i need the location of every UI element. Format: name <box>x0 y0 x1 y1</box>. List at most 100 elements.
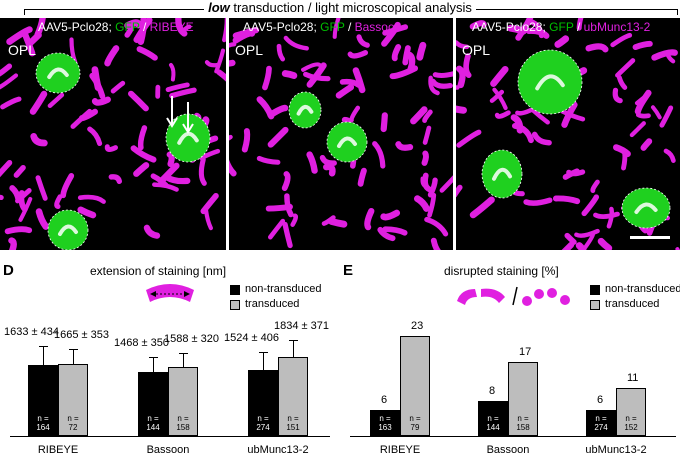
legend-d-transduced-swatch <box>230 300 240 310</box>
ribbon-staining <box>634 202 658 214</box>
category-label: Bassoon <box>146 444 190 456</box>
legend-e-transduced-swatch <box>590 300 600 310</box>
transduced-terminal <box>288 91 322 129</box>
error-bar-cap <box>69 348 78 350</box>
error-bar-cap <box>289 340 298 342</box>
ribbon-staining <box>535 74 565 91</box>
category-label: ubMunc13-2 <box>247 444 309 456</box>
synaptic-staining <box>0 18 226 250</box>
bar-non-transduced-ubmunc13-2 <box>248 369 278 436</box>
value-label: 1468 ± 350 <box>114 337 169 350</box>
panel-letter-d: D <box>3 262 14 279</box>
transduced-terminal <box>165 113 211 163</box>
error-bar <box>263 352 264 370</box>
scale-bar <box>630 236 670 239</box>
sample-size-label: n = 152 <box>624 414 638 432</box>
value-label: 1524 ± 406 <box>224 332 279 345</box>
bar-transduced-ubmunc13-2 <box>278 356 308 436</box>
sample-size-label: n = 144 <box>146 414 160 432</box>
bar-transduced-bassoon <box>168 367 198 436</box>
legend-e-transduced-label: transduced <box>605 298 660 310</box>
ribbon-staining <box>296 104 314 116</box>
error-bar-cap <box>259 352 268 354</box>
value-label: 1834 ± 371 <box>274 320 329 333</box>
bar-non-transduced-bassoon <box>138 372 168 436</box>
value-label: 17 <box>519 346 532 359</box>
extension-schematic-icon <box>146 284 194 302</box>
transduced-terminal <box>621 187 671 229</box>
legend-e-non-transduced-swatch <box>590 285 600 295</box>
value-label: 11 <box>627 372 639 385</box>
error-bar <box>293 340 294 357</box>
panel-b-region-label: OPL <box>235 42 264 58</box>
figure-title: low transduction / light microscopical a… <box>0 0 680 15</box>
micrograph-a: AAV5-Pclo28; GFP / RIBEYE OPL <box>0 18 226 250</box>
sample-size-label: n = 158 <box>176 414 190 432</box>
bar-non-transduced-ribeye <box>370 410 400 436</box>
transduced-terminal <box>481 149 523 199</box>
error-bar <box>183 353 184 368</box>
bar-transduced-ribeye <box>58 363 88 436</box>
synaptic-staining <box>229 18 453 250</box>
transduced-terminal <box>517 49 583 115</box>
sample-size-label: n = 151 <box>286 414 300 432</box>
legend-d-transduced-label: transduced <box>245 298 300 310</box>
sample-size-label: n = 79 <box>409 414 421 432</box>
sample-size-label: n = 274 <box>594 414 608 432</box>
sample-size-label: n = 163 <box>378 414 392 432</box>
value-label: 8 <box>489 385 496 398</box>
sample-size-label: n = 164 <box>36 414 50 432</box>
value-label: 23 <box>411 320 424 333</box>
value-label: 1633 ± 434 <box>4 326 59 339</box>
transduced-terminal <box>326 121 368 163</box>
figure-title-rest: transduction / light microscopical analy… <box>229 0 472 15</box>
sample-size-label: n = 72 <box>67 414 79 432</box>
bar-non-transduced-bassoon <box>478 401 508 436</box>
category-label: RIBEYE <box>37 444 79 456</box>
value-label: 1665 ± 353 <box>54 328 109 341</box>
ribbon-staining <box>58 224 78 236</box>
disruption-schematic-icon <box>457 286 570 306</box>
transduced-terminal <box>47 209 89 250</box>
error-bar-cap <box>39 346 48 348</box>
bar-non-transduced-ribeye <box>28 365 58 436</box>
x-axis <box>350 436 676 437</box>
sample-size-label: n = 158 <box>516 414 530 432</box>
figure-title-emphasis: low <box>208 0 230 15</box>
legend-d-non-transduced-swatch <box>230 285 240 295</box>
ribbon-staining <box>47 67 69 79</box>
arrow-icon <box>182 102 194 134</box>
legend-e-non-transduced-label: non-transduced <box>605 283 680 295</box>
arrow-icon <box>166 96 178 128</box>
error-bar-cap <box>149 357 158 359</box>
error-bar <box>43 346 44 366</box>
error-bar-cap <box>179 353 188 355</box>
ribbon-staining <box>492 167 512 181</box>
bar-transduced-bassoon <box>508 362 538 436</box>
value-label: 6 <box>597 394 604 406</box>
error-bar <box>73 348 74 364</box>
panel-a-title: AAV5-Pclo28; GFP / RIBEYE <box>38 20 194 34</box>
sample-size-label: n = 144 <box>486 414 500 432</box>
chart-e-title: disrupted staining [%] <box>444 264 559 278</box>
transduced-terminal <box>35 52 81 94</box>
ribbon-staining <box>337 136 357 148</box>
value-label: 1588 ± 320 <box>164 333 219 346</box>
chart-d-title: extension of staining [nm] <box>90 264 227 278</box>
category-label: ubMunc13-2 <box>585 444 647 456</box>
x-axis <box>10 436 330 437</box>
bar-transduced-ubmunc13-2 <box>616 388 646 436</box>
bar-transduced-ribeye <box>400 336 430 436</box>
category-label: Bassoon <box>486 444 530 456</box>
panel-c-title: AAV5-Pclo28; GFP / ubMunc13-2 <box>472 20 651 34</box>
panel-c-region-label: OPL <box>462 42 491 58</box>
value-label: 6 <box>381 394 388 406</box>
micrograph-b: AAV5-Pclo28; GFP / Bassoon OPL <box>229 18 453 250</box>
panel-b-title: AAV5-Pclo28; GFP / Bassoon <box>243 20 402 34</box>
micrograph-c: AAV5-Pclo28; GFP / ubMunc13-2 OPL <box>456 18 680 250</box>
panel-a-region-label: OPL <box>8 42 37 58</box>
bar-non-transduced-ubmunc13-2 <box>586 410 616 436</box>
panel-letter-e: E <box>343 262 354 279</box>
legend-d-non-transduced-label: non-transduced <box>245 283 322 295</box>
error-bar <box>153 357 154 373</box>
